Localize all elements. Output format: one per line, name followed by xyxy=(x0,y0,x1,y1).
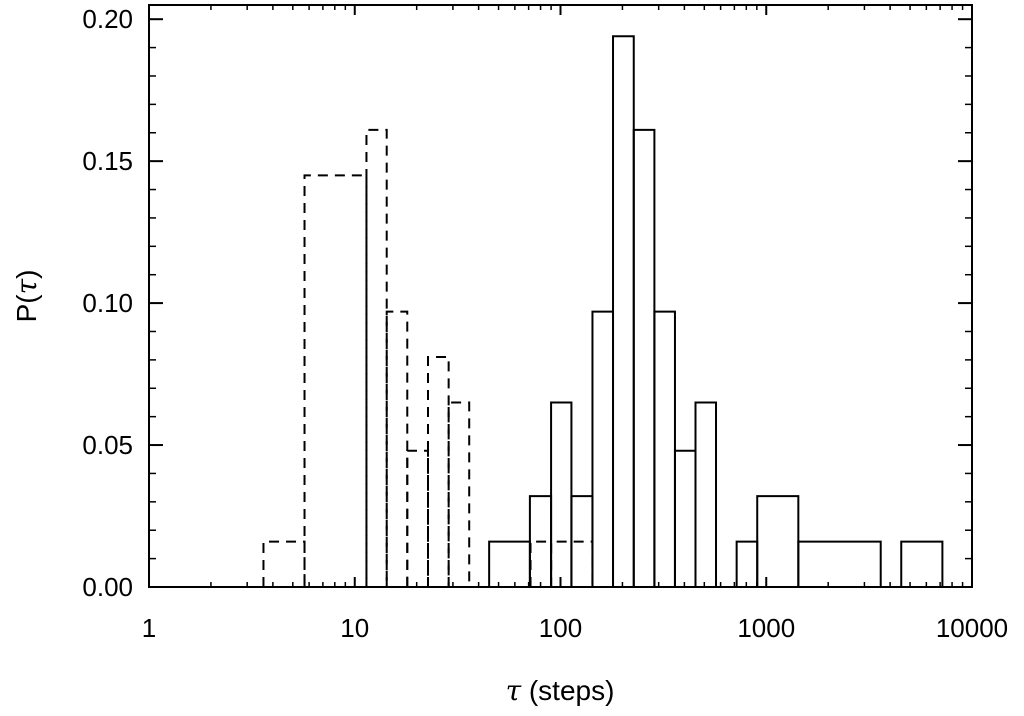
histogram-bin xyxy=(550,401,573,587)
histogram-bin xyxy=(612,35,635,587)
histogram-bin xyxy=(797,540,882,587)
histogram-bin xyxy=(632,128,656,587)
tick-layer: 1 10 100 1000 10000 0.00 0.05 0.10 0.15 0.20 xyxy=(82,4,1008,643)
x-tick-label: 100 xyxy=(539,613,582,643)
x-tick-label: 10 xyxy=(340,613,369,643)
histogram-bin xyxy=(488,540,531,587)
y-axis-title: P(τ) xyxy=(10,270,43,323)
y-tick-label: 0.10 xyxy=(82,288,133,318)
y-tick-label: 0.15 xyxy=(82,146,133,176)
series-layer xyxy=(262,35,944,588)
plot-frame xyxy=(148,4,973,588)
histogram-bin xyxy=(529,540,553,587)
histogram-bin xyxy=(303,174,368,587)
dashed-series xyxy=(262,128,594,587)
histogram-bin xyxy=(406,449,430,587)
solid-series xyxy=(488,35,944,588)
histogram-bin xyxy=(694,401,718,587)
y-tick-label: 0.20 xyxy=(82,4,133,34)
histogram-bin xyxy=(385,310,409,587)
y-tick-label: 0.00 xyxy=(82,572,133,602)
histogram-bin xyxy=(365,128,388,587)
histogram-bin xyxy=(591,310,615,587)
histogram-bin xyxy=(735,540,759,587)
y-tick-label: 0.05 xyxy=(82,430,133,460)
histogram-bin xyxy=(262,540,306,587)
histogram-bin xyxy=(673,449,697,587)
histogram-bin xyxy=(756,495,800,587)
histogram-bin xyxy=(900,540,944,587)
x-tick-label: 1 xyxy=(142,613,156,643)
x-tick-label: 1000 xyxy=(737,613,795,643)
histogram-bin xyxy=(427,356,450,587)
x-tick-label: 10000 xyxy=(936,613,1008,643)
histogram-bin xyxy=(653,310,676,587)
x-axis-title: τ (steps) xyxy=(506,674,615,707)
histogram-bin xyxy=(447,401,471,587)
